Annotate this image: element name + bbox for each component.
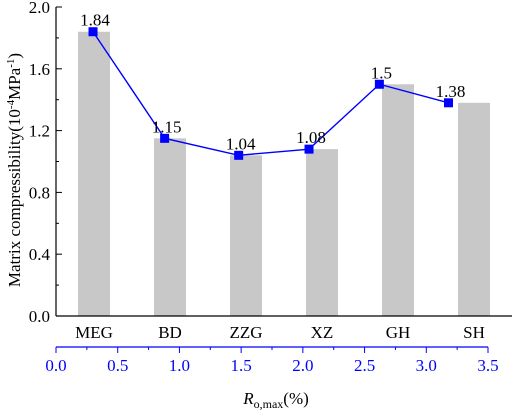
secondary-x-axis-title-main: R — [242, 389, 254, 408]
secondary-x-tick-label: 2.5 — [354, 356, 375, 375]
bar-meg — [78, 31, 110, 316]
secondary-x-axis-title-unit: (%) — [283, 389, 308, 408]
y-tick-label: 1.6 — [29, 60, 50, 79]
secondary-x-tick-label: 0.5 — [107, 356, 128, 375]
bar-gh — [382, 84, 414, 316]
series-marker — [160, 133, 170, 143]
y-tick-label: 0.4 — [29, 245, 51, 264]
y-tick-label: 1.2 — [29, 122, 50, 141]
secondary-x-axis-title: Ro,max(%) — [242, 389, 309, 411]
bar-zzg — [230, 155, 262, 316]
secondary-x-axis: 0.0 0.5 1.0 1.5 2.0 2.5 3.0 3.5 — [45, 346, 499, 375]
data-label: 1.38 — [436, 82, 466, 101]
bar-bd — [154, 138, 186, 316]
data-label: 1.08 — [296, 128, 326, 147]
x-tick-label: ZZG — [229, 323, 262, 342]
x-tick-label: GH — [386, 323, 411, 342]
x-axis: MEG BD ZZG XZ GH SH — [56, 315, 512, 342]
secondary-x-tick-label: 1.5 — [231, 356, 252, 375]
secondary-x-axis-title-sub: o,max — [254, 397, 284, 411]
series-marker — [374, 79, 384, 89]
series-marker — [304, 144, 314, 154]
bar-xz — [306, 149, 338, 316]
data-label: 1.84 — [80, 11, 110, 30]
line-series: 1.84 1.15 1.04 1.08 1.5 1.38 — [80, 11, 465, 160]
secondary-x-tick-label: 3.5 — [477, 356, 498, 375]
x-tick-label: SH — [463, 323, 485, 342]
x-tick-label: XZ — [311, 323, 334, 342]
data-label: 1.04 — [226, 134, 256, 153]
series-marker — [88, 27, 98, 37]
secondary-x-tick-label: 3.0 — [416, 356, 437, 375]
y-axis-title-exp: -4 — [5, 99, 17, 109]
data-label: 1.5 — [371, 63, 392, 82]
series-line — [92, 31, 449, 157]
x-tick-label: MEG — [75, 323, 113, 342]
y-axis-title: Matrix compressibility(10-4MPa-1) — [5, 53, 24, 287]
series-marker — [444, 98, 454, 108]
y-tick-label: 0.0 — [29, 307, 50, 326]
bar-group — [78, 31, 490, 316]
y-axis-title-exp2: -1 — [5, 59, 17, 68]
y-tick-label: 2.0 — [29, 0, 50, 17]
series-marker — [234, 150, 244, 160]
data-label: 1.15 — [152, 117, 182, 136]
y-tick-label: 0.8 — [29, 183, 50, 202]
x-tick-label: BD — [158, 323, 182, 342]
y-axis-title-unit: MPa — [5, 67, 24, 100]
secondary-x-tick-label: 2.0 — [292, 356, 313, 375]
secondary-x-tick-label: 1.0 — [169, 356, 190, 375]
bar-sh — [458, 102, 490, 316]
secondary-x-tick-label: 0.0 — [45, 356, 66, 375]
y-axis: 0.0 0.4 0.8 1.2 1.6 2.0 — [29, 0, 62, 326]
y-axis-title-suffix: ) — [5, 53, 24, 59]
y-axis-title-prefix: Matrix compressibility(10 — [5, 109, 24, 287]
